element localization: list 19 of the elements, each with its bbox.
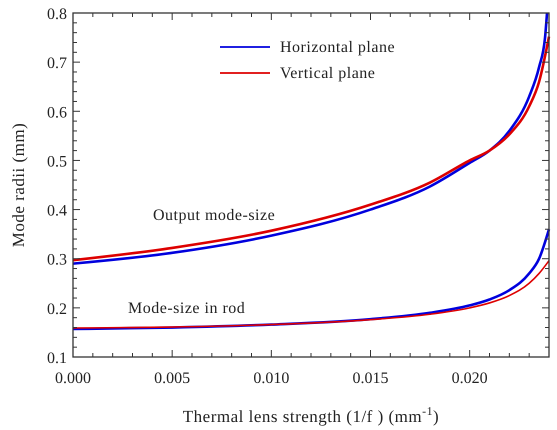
legend-label: Horizontal plane (280, 39, 396, 56)
y-tick-label: 0.1 (47, 350, 67, 367)
y-tick-label: 0.7 (47, 55, 67, 72)
annotation: Output mode-size (153, 207, 276, 224)
y-tick-label: 0.5 (47, 153, 67, 170)
y-tick-label: 0.4 (47, 202, 67, 220)
x-tick-label: 0.000 (55, 370, 91, 387)
y-tick-label: 0.6 (47, 104, 67, 122)
legend-label: Vertical plane (280, 65, 376, 82)
x-tick-label: 0.005 (154, 370, 190, 387)
x-tick-label: 0.015 (352, 370, 388, 387)
x-tick-label: 0.010 (253, 370, 290, 387)
y-tick-label: 0.2 (47, 300, 67, 318)
x-tick-label: 0.020 (452, 370, 488, 387)
y-tick-label: 0.3 (47, 252, 67, 269)
y-axis-title: Mode radii (mm) (9, 122, 28, 248)
y-tick-label: 0.8 (47, 6, 67, 23)
annotation: Mode-size in rod (128, 300, 246, 317)
x-axis-title: Thermal lens strength (1/f ) (mm$^{-1}$) (182, 404, 440, 426)
